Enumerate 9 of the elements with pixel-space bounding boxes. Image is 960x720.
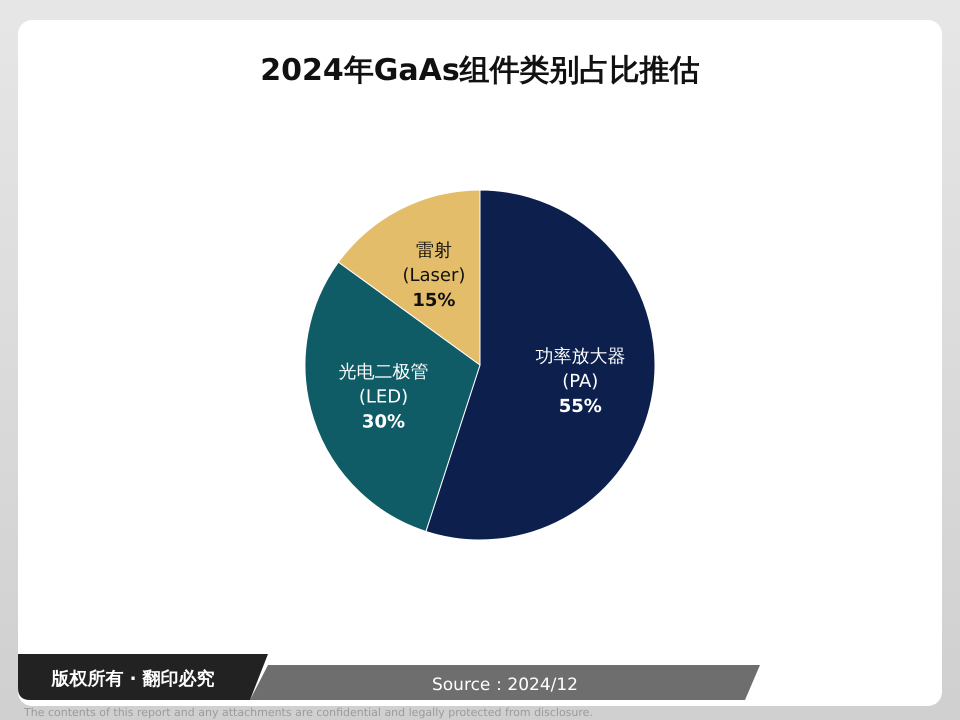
data-label: 55%	[558, 396, 602, 418]
text: 版权所有 · 翻印必究	[50, 668, 215, 690]
data-label: 30%	[362, 412, 406, 433]
data-label: 15%	[412, 290, 456, 311]
slice-label: 雷射 (Laser)	[402, 240, 466, 286]
slice-label: 光电二极管 (LED)	[338, 362, 428, 408]
slice-label: 功率放大器 (PA)	[535, 346, 626, 392]
chart-title: 2024年GaAs组件类别占比推估	[260, 53, 700, 88]
source-note: Source：2024/12	[432, 674, 578, 695]
